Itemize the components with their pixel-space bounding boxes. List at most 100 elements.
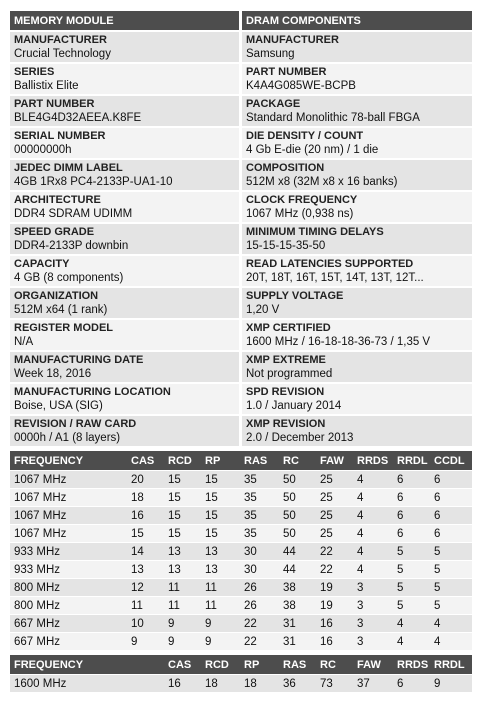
field-value: 0000h / A1 (8 layers) xyxy=(14,432,121,444)
field-row xyxy=(242,96,472,126)
field-label: SPD REVISION xyxy=(246,386,325,398)
table-cell: 4 xyxy=(357,510,364,522)
table-cell: 15 xyxy=(205,492,218,504)
field-row xyxy=(10,352,239,382)
field-label: PACKAGE xyxy=(246,98,301,110)
column-header: CAS xyxy=(131,455,155,467)
table-row xyxy=(10,561,472,578)
table-cell: 31 xyxy=(283,636,296,648)
field-value: Week 18, 2016 xyxy=(14,368,92,380)
column-header: FREQUENCY xyxy=(14,455,84,467)
table-cell: 16 xyxy=(320,618,333,630)
table-cell: 50 xyxy=(283,474,296,486)
table-cell: 50 xyxy=(283,510,296,522)
column-header: RAS xyxy=(283,659,307,671)
table-cell: 11 xyxy=(205,582,217,594)
field-value: 4 Gb E-die (20 nm) / 1 die xyxy=(246,144,379,156)
table-cell: 15 xyxy=(168,492,181,504)
section-header xyxy=(242,11,472,30)
field-value: 1067 MHz (0,938 ns) xyxy=(246,208,354,220)
field-row xyxy=(242,128,472,158)
table-cell: 35 xyxy=(244,528,257,540)
column-header: CCDL xyxy=(434,455,465,467)
table-cell: 14 xyxy=(131,546,144,558)
table-cell: 44 xyxy=(283,564,296,576)
field-value: 1.0 / January 2014 xyxy=(246,400,342,412)
table-row xyxy=(10,525,472,542)
field-label: COMPOSITION xyxy=(246,162,325,174)
table-cell: 13 xyxy=(168,564,181,576)
field-row xyxy=(10,128,239,158)
field-row xyxy=(10,192,239,222)
table-cell: 26 xyxy=(244,582,257,594)
field-label: SUPPLY VOLTAGE xyxy=(246,290,344,302)
table-cell: 9 xyxy=(131,636,138,648)
field-label: SPEED GRADE xyxy=(14,226,95,238)
table-cell: 11 xyxy=(168,600,180,612)
table-cell: 22 xyxy=(244,636,257,648)
section-header xyxy=(10,11,239,30)
field-label: XMP CERTIFIED xyxy=(246,322,331,334)
table-cell: 26 xyxy=(244,600,257,612)
field-value: Samsung xyxy=(246,48,295,60)
field-row xyxy=(10,384,239,414)
table-cell: 15 xyxy=(168,474,181,486)
field-label: PART NUMBER xyxy=(14,98,95,110)
table-cell: 1067 MHz xyxy=(14,492,67,504)
table-cell: 5 xyxy=(397,582,404,594)
table-row xyxy=(10,597,472,614)
table-cell: 933 MHz xyxy=(14,564,61,576)
column-header: RRDL xyxy=(397,455,428,467)
table-cell: 667 MHz xyxy=(14,618,61,630)
table-row xyxy=(10,579,472,596)
table-cell: 4 xyxy=(357,564,364,576)
table-cell: 15 xyxy=(168,510,181,522)
table-cell: 30 xyxy=(244,564,257,576)
table-cell: 36 xyxy=(283,678,296,690)
field-label: MANUFACTURING LOCATION xyxy=(14,386,171,398)
table-cell: 22 xyxy=(244,618,257,630)
table-cell: 9 xyxy=(168,636,175,648)
field-label: ARCHITECTURE xyxy=(14,194,101,206)
field-label: MINIMUM TIMING DELAYS xyxy=(246,226,384,238)
table-cell: 3 xyxy=(357,618,364,630)
table-cell: 6 xyxy=(397,678,404,690)
field-label: JEDEC DIMM LABEL xyxy=(14,162,123,174)
table-row xyxy=(10,633,472,650)
table-cell: 25 xyxy=(320,528,333,540)
field-row xyxy=(242,256,472,286)
column-header: CAS xyxy=(168,659,192,671)
table-cell: 50 xyxy=(283,528,296,540)
table-cell: 3 xyxy=(357,600,364,612)
table-cell: 12 xyxy=(131,582,144,594)
column-header: RCD xyxy=(205,659,229,671)
table-cell: 4 xyxy=(357,492,364,504)
table-cell: 11 xyxy=(168,582,180,594)
table-cell: 35 xyxy=(244,510,257,522)
field-label: XMP EXTREME xyxy=(246,354,326,366)
table-row xyxy=(10,507,472,524)
field-value: Boise, USA (SIG) xyxy=(14,400,103,412)
field-value: BLE4G4D32AEEA.K8FE xyxy=(14,112,142,124)
field-row xyxy=(10,416,239,446)
column-header: RAS xyxy=(244,455,268,467)
field-row xyxy=(242,64,472,94)
field-value: 00000000h xyxy=(14,144,72,156)
table-cell: 1067 MHz xyxy=(14,510,67,522)
table-cell: 4 xyxy=(434,636,441,648)
table-row xyxy=(10,543,472,560)
table-cell: 3 xyxy=(357,636,364,648)
field-value: DDR4 SDRAM UDIMM xyxy=(14,208,133,220)
field-value: 512M x64 (1 rank) xyxy=(14,304,108,316)
column-header: RCD xyxy=(168,455,192,467)
table-cell: 15 xyxy=(205,510,218,522)
field-row xyxy=(242,192,472,222)
table-cell: 37 xyxy=(357,678,370,690)
field-value: N/A xyxy=(14,336,34,348)
field-row xyxy=(242,224,472,254)
table-cell: 1067 MHz xyxy=(14,474,67,486)
column-header: RP xyxy=(244,659,260,671)
table-cell: 25 xyxy=(320,474,333,486)
table-cell: 50 xyxy=(283,492,296,504)
